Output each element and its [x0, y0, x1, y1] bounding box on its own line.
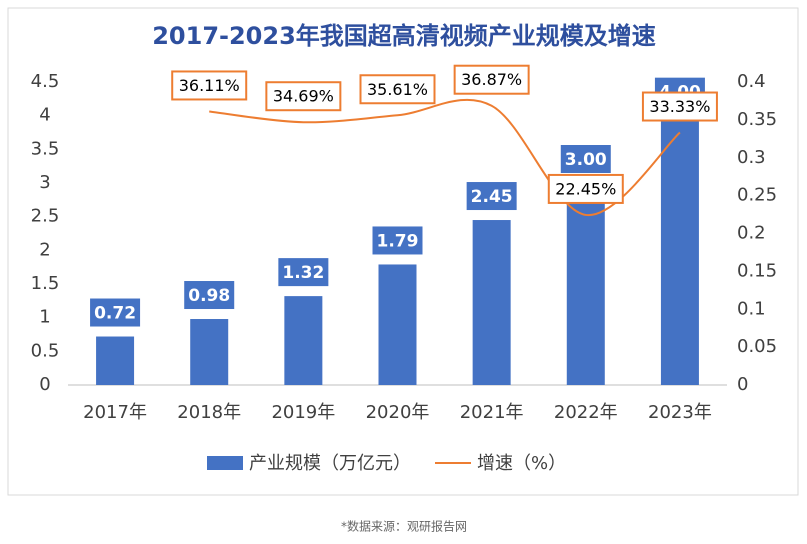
line-label-box	[641, 91, 718, 122]
bar-label-box	[278, 258, 329, 287]
y-tick-label: 1.5	[31, 273, 60, 294]
line-label-box	[265, 81, 342, 112]
line-label: 33.33%	[649, 97, 710, 116]
y-tick-label: 3	[39, 172, 50, 193]
y2-tick-label: 0.35	[737, 109, 777, 130]
y-tick-label: 1	[39, 307, 50, 328]
y2-tick-label: 0.15	[737, 260, 777, 281]
bar-label: 1.32	[282, 263, 324, 283]
y2-tick-label: 0.25	[737, 185, 777, 206]
bar-label-box	[184, 281, 235, 310]
x-tick-label: 2022年	[554, 402, 618, 423]
line-label-box	[171, 70, 248, 101]
y2-tick-label: 0.4	[737, 71, 766, 92]
legend-label: 产业规模（万亿元）	[249, 453, 411, 474]
bar	[378, 264, 417, 385]
source-note: *数据来源：观研报告网	[341, 519, 467, 534]
line-label: 22.45%	[555, 179, 616, 198]
bar-label: 1.79	[377, 231, 419, 251]
bar-label-box	[372, 226, 423, 255]
bar	[566, 183, 605, 385]
y-tick-label: 4.5	[31, 71, 60, 92]
chart-title: 2017-2023年我国超高清视频产业规模及增速	[152, 22, 656, 50]
y-tick-label: 0.5	[31, 340, 60, 361]
y-tick-label: 4	[39, 105, 50, 126]
x-tick-label: 2023年	[648, 402, 712, 423]
bar-label: 0.98	[188, 286, 230, 306]
bar	[190, 319, 229, 385]
y-tick-label: 2	[39, 239, 50, 260]
bar	[284, 296, 323, 385]
line-label-box	[359, 74, 436, 105]
y2-tick-label: 0	[737, 374, 748, 395]
line-label: 36.11%	[179, 76, 240, 95]
x-tick-label: 2018年	[177, 402, 241, 423]
y2-tick-label: 0.1	[737, 298, 766, 319]
bar-label-box	[560, 145, 611, 173]
x-tick-label: 2019年	[271, 402, 335, 423]
bar	[472, 220, 511, 385]
line-label-box	[453, 64, 530, 95]
line-label: 35.61%	[367, 80, 428, 99]
x-tick-label: 2020年	[366, 402, 430, 423]
legend-swatch	[207, 456, 243, 470]
bar-label: 0.72	[94, 304, 136, 324]
legend-label: 增速（%）	[477, 453, 566, 474]
bar	[96, 336, 135, 385]
line	[209, 98, 681, 216]
bar-label: 3.00	[565, 150, 607, 170]
y2-tick-label: 0.05	[737, 336, 777, 357]
bar-label-box	[90, 298, 141, 327]
bar-label: 2.45	[471, 187, 513, 207]
line-label-box	[547, 173, 624, 204]
line-label: 34.69%	[273, 87, 334, 106]
line-label: 36.87%	[461, 70, 522, 89]
bar-label-box	[466, 182, 517, 211]
y-tick-label: 0	[39, 374, 50, 395]
x-tick-label: 2017年	[83, 402, 147, 423]
y-tick-label: 2.5	[31, 206, 60, 227]
x-tick-label: 2021年	[460, 402, 524, 423]
y-tick-label: 3.5	[31, 138, 60, 159]
y2-tick-label: 0.2	[737, 223, 766, 244]
y2-tick-label: 0.3	[737, 147, 766, 168]
bar	[660, 115, 699, 386]
